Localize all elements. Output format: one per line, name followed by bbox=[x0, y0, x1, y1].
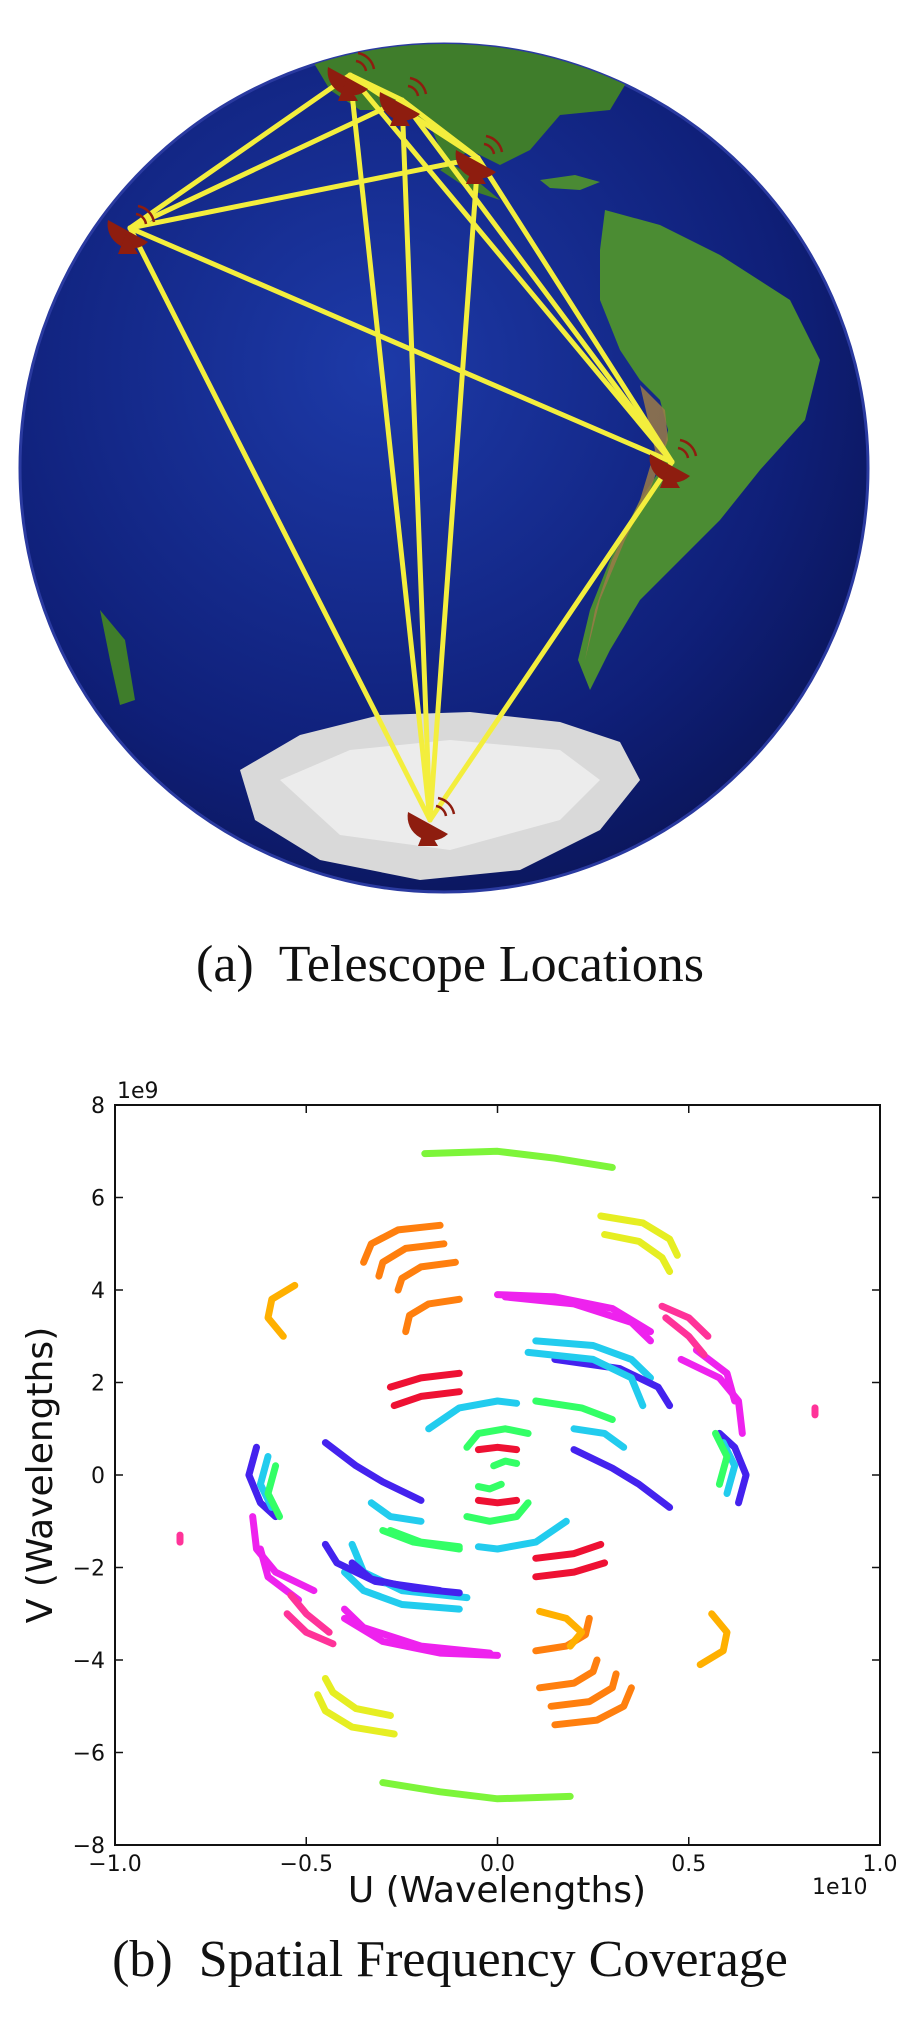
y-tick-label: 2 bbox=[91, 1372, 105, 1397]
north-america-landmass bbox=[300, 44, 640, 215]
uv-track-10 bbox=[394, 1258, 459, 1294]
telescope-dish-icon bbox=[107, 204, 156, 254]
uv-track-19 bbox=[283, 1610, 337, 1648]
uv-track-52 bbox=[501, 1293, 654, 1345]
uv-track-29 bbox=[532, 1540, 605, 1562]
caption-a: (a) Telescope Locations bbox=[0, 935, 900, 994]
y-tick-label: 8 bbox=[91, 1094, 105, 1119]
uv-track-27 bbox=[390, 1388, 463, 1410]
uv-track-6 bbox=[264, 1281, 299, 1340]
uv-track-37 bbox=[570, 1446, 674, 1511]
uv-track-34 bbox=[570, 1425, 628, 1451]
andes-highlands bbox=[585, 385, 668, 660]
uv-track-12 bbox=[551, 1684, 635, 1729]
south-america-landmass bbox=[578, 210, 820, 690]
uv-track-44 bbox=[249, 1513, 318, 1595]
uv-track-2 bbox=[597, 1212, 681, 1259]
uv-track-59 bbox=[490, 1457, 521, 1470]
x-tick-label: 0.5 bbox=[671, 1852, 706, 1877]
uv-track-46 bbox=[287, 1591, 333, 1636]
uv-track-38 bbox=[245, 1443, 280, 1521]
uv-track-31 bbox=[474, 1517, 570, 1553]
uv-track-30 bbox=[425, 1397, 521, 1433]
uv-track-7 bbox=[696, 1610, 731, 1669]
uv-track-36 bbox=[321, 1439, 425, 1504]
uv-track-13 bbox=[547, 1670, 620, 1710]
uv-track-50 bbox=[348, 1559, 463, 1597]
uv-track-43 bbox=[712, 1429, 731, 1488]
uv-track-9 bbox=[375, 1240, 448, 1280]
telescope-dish-icon bbox=[407, 796, 456, 846]
y-tick-label: 0 bbox=[91, 1464, 105, 1489]
y-tick-label: −8 bbox=[73, 1834, 105, 1859]
telescope-globe-figure bbox=[18, 42, 870, 894]
y-tick-label: −6 bbox=[73, 1742, 105, 1767]
uv-track-53 bbox=[536, 1607, 586, 1650]
caption-b: (b) Spatial Frequency Coverage bbox=[0, 1930, 900, 1989]
y-tick-label: 4 bbox=[91, 1279, 105, 1304]
uv-track-18 bbox=[658, 1302, 712, 1340]
y-axis-ticks: −8 −6 −4 −2 0 2 4 6 8 bbox=[73, 1094, 880, 1859]
caption-b-label: (b) bbox=[112, 1931, 173, 1988]
uv-track-14 bbox=[536, 1656, 601, 1692]
caribbean-islands bbox=[540, 175, 600, 190]
uv-track-42 bbox=[264, 1462, 283, 1521]
x-tick-label: −0.5 bbox=[280, 1852, 333, 1877]
telescope-dishes bbox=[107, 51, 698, 846]
uv-track-4 bbox=[314, 1691, 398, 1738]
telescope-dish-icon bbox=[379, 76, 428, 126]
uv-track-5 bbox=[321, 1675, 394, 1719]
uv-track-32 bbox=[532, 1397, 616, 1423]
plot-frame bbox=[114, 1104, 881, 1846]
uv-track-51 bbox=[341, 1605, 494, 1657]
telescope-dish-icon bbox=[327, 51, 376, 101]
uv-track-28 bbox=[532, 1559, 609, 1581]
uv-tracks bbox=[176, 1147, 819, 1803]
x-axis-ticks: −1.0 −0.5 0.0 0.5 1.0 bbox=[88, 1105, 898, 1877]
uv-track-39 bbox=[715, 1429, 750, 1507]
uv-track-1 bbox=[379, 1779, 574, 1803]
y-exponent-label: 1e9 bbox=[117, 1079, 159, 1104]
uv-track-26 bbox=[386, 1369, 463, 1391]
uv-track-55 bbox=[474, 1443, 521, 1454]
uv-track-56 bbox=[474, 1496, 521, 1507]
new-zealand-landmass bbox=[100, 610, 135, 705]
uv-track-58 bbox=[463, 1499, 532, 1525]
caption-a-text: Telescope Locations bbox=[278, 936, 704, 993]
y-tick-label: −4 bbox=[73, 1649, 105, 1674]
uv-track-35 bbox=[367, 1499, 425, 1525]
uv-coverage-chart: −1.0 −0.5 0.0 0.5 1.0 −8 −6 −4 −2 0 2 4 6 8 1e9 1e10… bbox=[20, 1079, 898, 1911]
x-exponent-label: 1e10 bbox=[812, 1875, 868, 1900]
uv-track-22 bbox=[532, 1337, 654, 1382]
uv-track-0 bbox=[421, 1147, 616, 1171]
uv-track-11 bbox=[402, 1295, 463, 1336]
y-axis-title: V (Wavelengths) bbox=[20, 1327, 61, 1623]
uv-track-47 bbox=[662, 1314, 708, 1359]
globe bbox=[18, 42, 870, 894]
y-tick-label: −2 bbox=[73, 1557, 105, 1582]
caption-b-text: Spatial Frequency Coverage bbox=[198, 1931, 788, 1988]
x-tick-label: 1.0 bbox=[863, 1852, 898, 1877]
x-tick-label: 0.0 bbox=[480, 1852, 515, 1877]
telescope-dish-icon bbox=[455, 134, 504, 184]
uv-track-8 bbox=[360, 1221, 444, 1266]
uv-track-3 bbox=[601, 1231, 674, 1275]
x-tick-label: −1.0 bbox=[88, 1852, 141, 1877]
uv-track-23 bbox=[341, 1568, 463, 1613]
uv-track-49 bbox=[524, 1348, 647, 1410]
uv-track-57 bbox=[463, 1425, 532, 1451]
uv-track-60 bbox=[474, 1480, 505, 1493]
uv-track-45 bbox=[677, 1355, 746, 1437]
uv-track-54 bbox=[386, 1527, 463, 1551]
y-tick-label: 6 bbox=[91, 1187, 105, 1212]
baselines bbox=[127, 72, 675, 823]
caption-a-label: (a) bbox=[196, 936, 254, 993]
x-axis-title: U (Wavelengths) bbox=[348, 1870, 646, 1911]
uv-track-24 bbox=[551, 1355, 674, 1410]
telescope-dish-icon bbox=[649, 438, 698, 488]
